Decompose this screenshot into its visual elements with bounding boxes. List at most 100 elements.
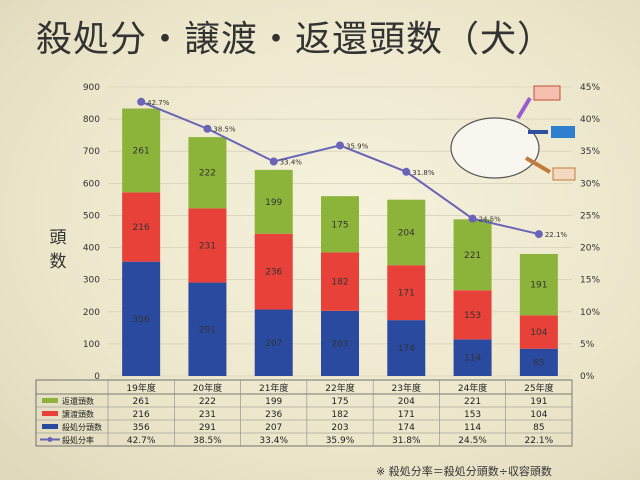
inset-box-mid — [551, 126, 575, 138]
legend-swatch-return — [42, 398, 58, 403]
bar-value-label: 207 — [265, 339, 282, 349]
bar-euthanasia — [453, 339, 492, 376]
bar-value-label: 85 — [533, 358, 544, 368]
y-right-tick-label: 10% — [580, 308, 600, 318]
y-right-tick-label: 5% — [580, 340, 595, 350]
x-category-label: 21年度 — [259, 382, 288, 394]
table-cell: 35.9% — [326, 436, 355, 446]
table-cell: 221 — [464, 397, 481, 407]
bar-return — [188, 137, 227, 209]
y-left-tick-label: 800 — [83, 115, 100, 125]
bar-return — [254, 169, 293, 234]
rate-point — [336, 141, 344, 150]
table-cell: 207 — [265, 423, 282, 433]
bar-euthanasia — [254, 309, 293, 376]
legend-swatch-euthanasia — [42, 424, 58, 429]
y-left-tick-label: 0 — [94, 372, 100, 382]
table-cell: 231 — [199, 410, 216, 420]
legend-label-return: 返還頭数 — [62, 396, 94, 406]
table-cell: 291 — [199, 423, 216, 433]
table-cell: 42.7% — [127, 436, 156, 446]
table-cell: 204 — [398, 397, 415, 407]
table-cell: 153 — [464, 410, 481, 420]
page-title: 殺処分・譲渡・返還頭数（犬） — [36, 19, 555, 60]
rate-point — [468, 214, 477, 223]
y-right-tick-label: 30% — [580, 179, 600, 189]
table-cell: 203 — [331, 423, 348, 433]
bar-value-label: 204 — [398, 228, 415, 238]
bar-transfer — [254, 233, 293, 310]
table-cell: 38.5% — [193, 436, 222, 446]
rate-point — [203, 124, 212, 133]
x-category-label: 24年度 — [458, 382, 487, 394]
rate-point — [137, 97, 146, 106]
y-left-tick-label: 300 — [83, 276, 100, 286]
inset-circle — [450, 117, 540, 179]
legend-label-transfer: 譲渡頭数 — [62, 409, 94, 419]
table-cell: 356 — [133, 423, 150, 433]
table-cell: 236 — [265, 410, 282, 420]
table-cell: 22.1% — [525, 436, 554, 446]
table-cell: 104 — [530, 410, 547, 420]
rate-point — [402, 167, 411, 176]
y-right-tick-label: 20% — [580, 244, 600, 254]
y-right-tick-label: 45% — [580, 83, 600, 93]
rate-point — [534, 230, 543, 239]
bar-transfer — [122, 192, 161, 262]
inset-illustration — [450, 85, 576, 181]
x-category-label: 22年度 — [325, 382, 354, 394]
bar-value-label: 236 — [265, 268, 282, 278]
bar-value-label: 191 — [530, 281, 547, 291]
y-right-tick-label: 25% — [580, 211, 600, 221]
bar-transfer — [519, 315, 558, 349]
rate-label: 24.5% — [479, 216, 502, 224]
bar-value-label: 182 — [331, 278, 348, 288]
y-left-tick-label: 400 — [83, 244, 100, 254]
bar-value-label: 221 — [464, 251, 481, 261]
bar-transfer — [188, 208, 227, 283]
bar-return — [122, 108, 161, 193]
y-right-tick-label: 15% — [580, 276, 600, 286]
bar-return — [519, 253, 558, 316]
y-left-tick-label: 600 — [83, 179, 100, 189]
y-left-tick-label: 700 — [83, 147, 100, 157]
x-category-label: 25年度 — [524, 382, 553, 394]
rate-label: 33.4% — [280, 158, 303, 166]
bar-value-label: 175 — [331, 220, 348, 230]
table-cell: 85 — [533, 423, 544, 433]
bar-return — [321, 196, 359, 253]
table-cell: 222 — [199, 397, 216, 407]
bar-euthanasia — [519, 348, 558, 376]
rate-label: 38.5% — [213, 126, 236, 134]
table-cell: 175 — [331, 397, 348, 407]
table-cell: 171 — [398, 410, 415, 420]
bar-value-label: 203 — [331, 339, 348, 349]
table-border — [35, 379, 573, 447]
y-right-tick-label: 40% — [580, 115, 600, 125]
bar-value-label: 174 — [398, 344, 415, 354]
table-cell: 114 — [464, 423, 481, 433]
y-left-tick-label: 100 — [83, 340, 100, 350]
bar-value-label: 261 — [133, 146, 150, 156]
rate-label: 31.8% — [412, 169, 435, 177]
table-cell: 31.8% — [392, 436, 421, 446]
x-category-label: 23年度 — [392, 382, 421, 394]
table-cell: 216 — [133, 410, 150, 420]
legend-label-euthanasia: 殺処分頭数 — [62, 422, 102, 432]
table-cell: 261 — [133, 397, 150, 407]
y-left-tick-label: 200 — [83, 308, 100, 318]
inset-arrow-up — [516, 96, 532, 120]
bar-transfer — [387, 265, 426, 321]
y-left-tick-label: 500 — [83, 211, 100, 221]
bar-return — [387, 199, 426, 266]
legend-swatch-transfer — [42, 411, 58, 416]
y-axis-label: 頭数 — [49, 228, 67, 272]
bar-euthanasia — [188, 282, 227, 376]
bar-value-label: 114 — [464, 354, 481, 364]
rate-point — [269, 157, 278, 166]
bar-return — [453, 219, 492, 291]
bar-transfer — [453, 290, 492, 340]
bar-value-label: 171 — [398, 289, 415, 299]
inset-arrow-low — [524, 156, 552, 174]
x-category-label: 20年度 — [193, 382, 222, 394]
